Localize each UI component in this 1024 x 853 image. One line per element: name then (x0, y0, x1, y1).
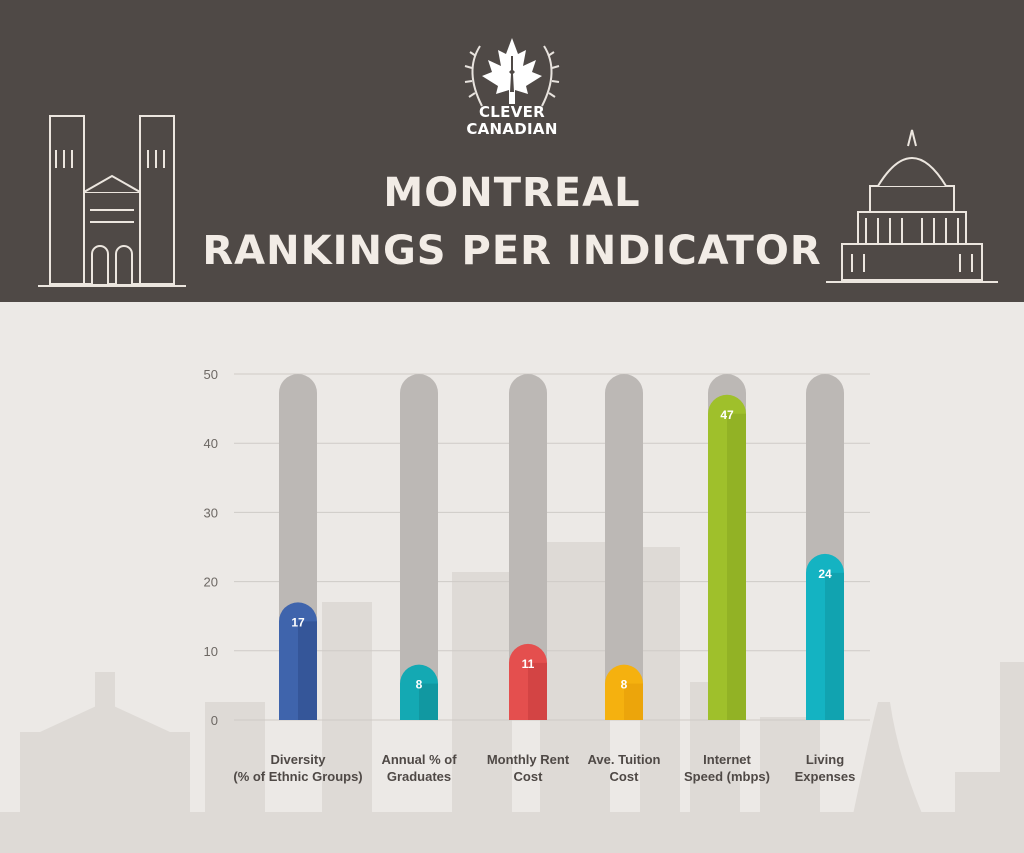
cathedral-illustration (38, 115, 186, 287)
category-label: Cost (610, 769, 640, 784)
cn-tower-icon (509, 56, 515, 92)
y-tick-label: 10 (204, 644, 218, 659)
city-skyline-background (0, 542, 1024, 853)
category-label: Annual % of (381, 752, 457, 767)
category-label: Monthly Rent (487, 752, 570, 767)
bar-track (400, 374, 438, 720)
y-tick-label: 30 (204, 505, 218, 520)
bar-shade (825, 572, 844, 720)
parliament-dome-illustration (826, 129, 998, 283)
title-line-1: MONTREAL (383, 170, 641, 216)
category-label: Expenses (795, 769, 856, 784)
bar-chart: 0 10 20 30 40 50 17 Diversity (% of Ethnic Group… (204, 367, 870, 784)
bar-value-label: 17 (291, 615, 305, 629)
bar-shade (624, 683, 643, 720)
y-tick-label: 40 (204, 436, 218, 451)
bar-value-label: 11 (522, 657, 535, 671)
category-label: (% of Ethnic Groups) (233, 769, 362, 784)
bar-shade (727, 413, 746, 720)
bar-shade (528, 662, 547, 720)
brand-name: CLEVER CANADIAN (432, 104, 592, 138)
category-label: Speed (mbps) (684, 769, 770, 784)
y-tick-label: 50 (204, 367, 218, 382)
y-tick-label: 0 (211, 713, 218, 728)
bar-shade (298, 621, 317, 720)
clever-canadian-logo (464, 38, 560, 107)
bar-value-label: 8 (416, 678, 423, 692)
category-label: Diversity (271, 752, 327, 767)
bar-value-label: 8 (621, 678, 628, 692)
bar-track (605, 374, 643, 720)
title-line-2: RANKINGS PER INDICATOR (202, 228, 822, 274)
category-label: Living (806, 752, 844, 767)
bar-track (509, 374, 547, 720)
category-label: Internet (703, 752, 751, 767)
brand-line-2: CANADIAN (466, 120, 558, 138)
brand-line-1: CLEVER (478, 103, 546, 121)
category-label: Ave. Tuition (588, 752, 661, 767)
laurel-wreath-icon (464, 45, 560, 107)
chart-area: 0 10 20 30 40 50 17 Diversity (% of Ethnic Group… (0, 302, 1024, 853)
page-title: MONTREAL RANKINGS PER INDICATOR (150, 164, 874, 280)
bar-shade (419, 683, 438, 720)
bar-value-label: 24 (818, 567, 832, 581)
header-banner: CLEVER CANADIAN MONTREAL RANKINGS PER IN… (0, 0, 1024, 302)
y-tick-label: 20 (204, 575, 218, 590)
bar-value-label: 47 (720, 408, 734, 422)
category-label: Graduates (387, 769, 451, 784)
category-label: Cost (514, 769, 544, 784)
